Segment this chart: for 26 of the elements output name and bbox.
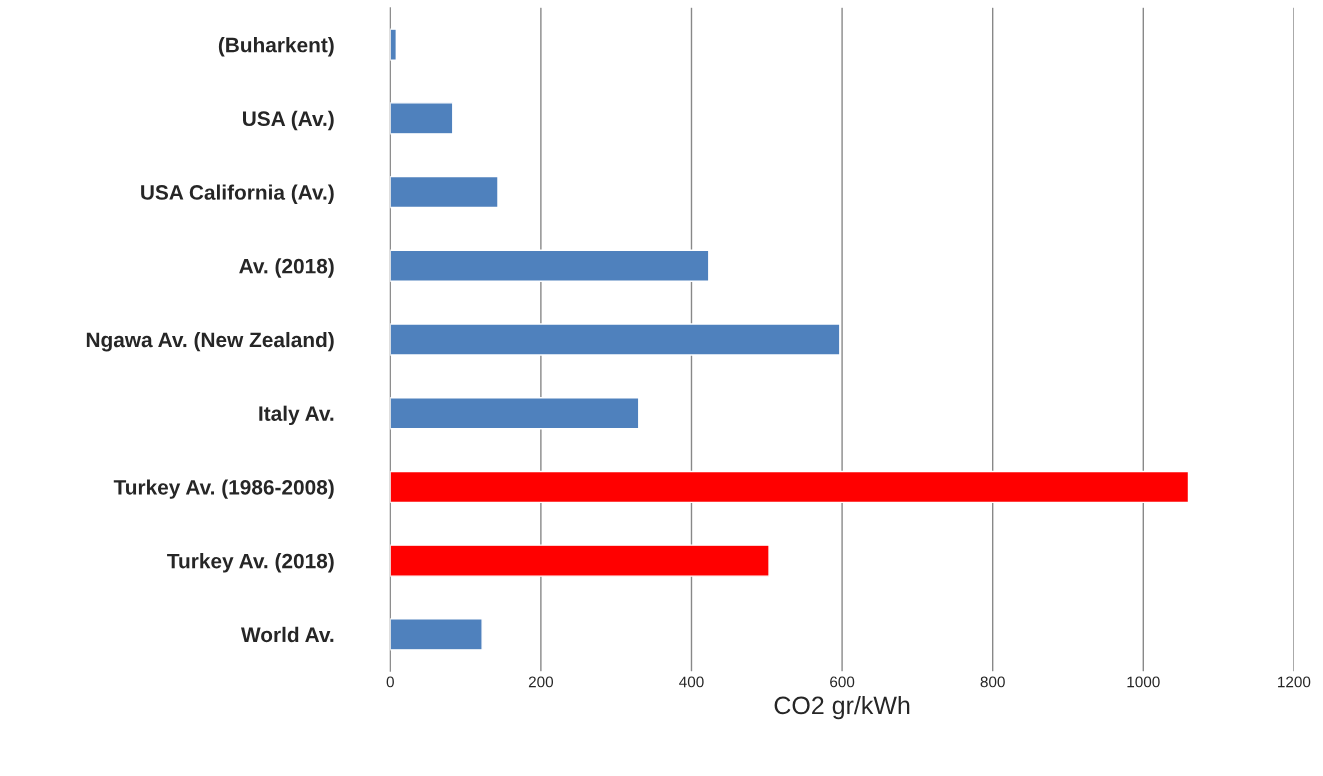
y-tick-label: Turkey Av. (1986-2008) [113,479,334,499]
y-tick-label: World Av. [241,626,334,643]
bar [390,323,841,356]
bar [390,618,483,651]
y-tick-label: USA (Av.) [243,110,334,131]
y-tick-label: USA California (Av.) [141,184,334,204]
x-tick-label: 0 [386,676,394,688]
bar [390,544,770,577]
y-tick-label: Ngawa Av. (New Zealand) [86,331,334,352]
x-tick-label: 1000 [1127,676,1160,688]
y-tick-label: Turkey Av. (2018) [167,553,334,573]
y-tick-label: (Buharkent) [218,37,334,57]
bar [390,470,1190,504]
x-tick-label: 200 [528,676,554,688]
bar [390,249,710,282]
bar [390,397,640,430]
bar [390,28,398,61]
y-tick-label: Italy Av. [259,405,334,426]
x-tick-label: 600 [830,676,855,688]
bar [390,102,454,135]
y-tick-label: Av. (2018) [239,258,334,278]
x-tick-label: 1200 [1278,676,1311,688]
bar [390,175,499,209]
x-axis-title: CO2 gr/kWh [774,695,910,720]
x-tick-label: 800 [980,676,1005,688]
x-tick-label: 400 [679,676,704,688]
